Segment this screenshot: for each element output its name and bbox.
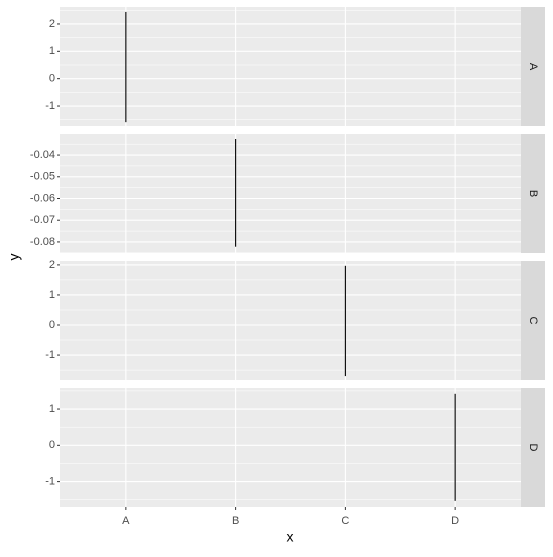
strip-background	[521, 261, 545, 380]
y-tick-label: -0.07	[30, 214, 55, 226]
strip-text: B	[527, 190, 539, 197]
y-tick-label: 1	[49, 403, 55, 415]
x-tick-label: B	[232, 515, 239, 527]
panel-background	[60, 261, 521, 380]
panel-background	[60, 134, 521, 253]
y-tick-label: -1	[45, 100, 55, 112]
y-tick-label: 1	[49, 289, 55, 301]
strip-background	[521, 134, 545, 253]
x-axis-title: x	[287, 529, 294, 545]
x-tick-label: D	[451, 515, 459, 527]
panel-background	[60, 388, 521, 507]
x-tick-label: A	[122, 515, 130, 527]
y-tick-label: 1	[49, 45, 55, 57]
strip-text: D	[527, 444, 539, 452]
panel-background	[60, 7, 521, 126]
y-tick-label: -0.05	[30, 171, 55, 183]
y-tick-label: 2	[49, 259, 55, 271]
y-tick-label: 2	[49, 18, 55, 30]
y-axis-title: y	[6, 254, 22, 261]
y-tick-label: -0.04	[30, 149, 55, 161]
y-tick-label: -0.06	[30, 192, 55, 204]
y-tick-label: 0	[49, 439, 55, 451]
y-tick-label: -0.08	[30, 236, 55, 248]
strip-background	[521, 388, 545, 507]
x-tick-label: C	[341, 515, 349, 527]
y-tick-label: 0	[49, 319, 55, 331]
strip-background	[521, 7, 545, 126]
strip-text: A	[527, 63, 539, 71]
strip-text: C	[527, 317, 539, 325]
y-tick-label: -1	[45, 476, 55, 488]
y-tick-label: 0	[49, 73, 55, 85]
y-tick-label: -1	[45, 349, 55, 361]
